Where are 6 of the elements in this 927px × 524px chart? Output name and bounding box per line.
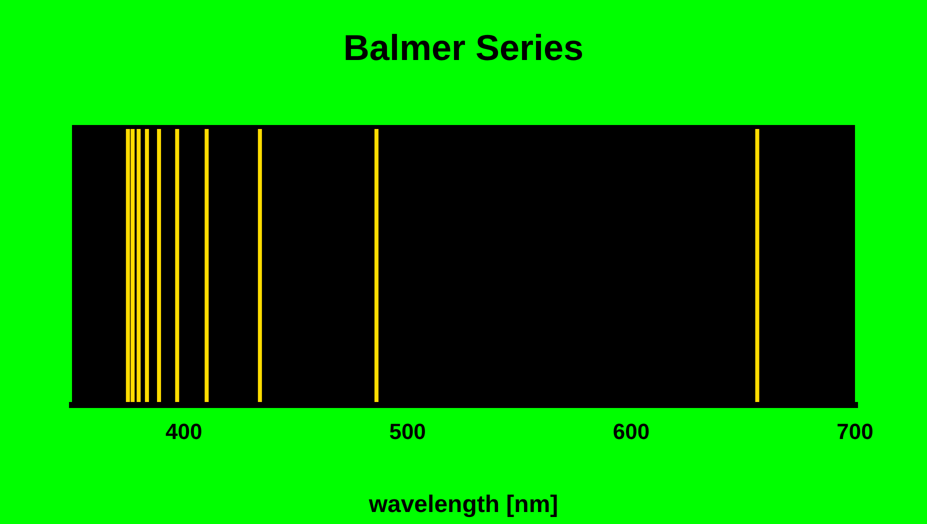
x-tick-label: 500 xyxy=(389,419,426,444)
chart-title: Balmer Series xyxy=(343,27,584,68)
x-tick-label: 600 xyxy=(612,419,650,444)
x-tick-label: 700 xyxy=(836,419,874,444)
x-tick-label: 400 xyxy=(166,419,202,444)
x-axis-title: wavelength [nm] xyxy=(368,491,558,518)
